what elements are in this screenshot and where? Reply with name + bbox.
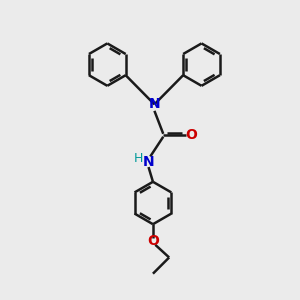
Text: H: H: [134, 152, 143, 165]
Text: N: N: [143, 155, 154, 169]
Text: O: O: [186, 128, 197, 142]
Text: O: O: [147, 234, 159, 248]
Text: N: N: [148, 98, 160, 111]
